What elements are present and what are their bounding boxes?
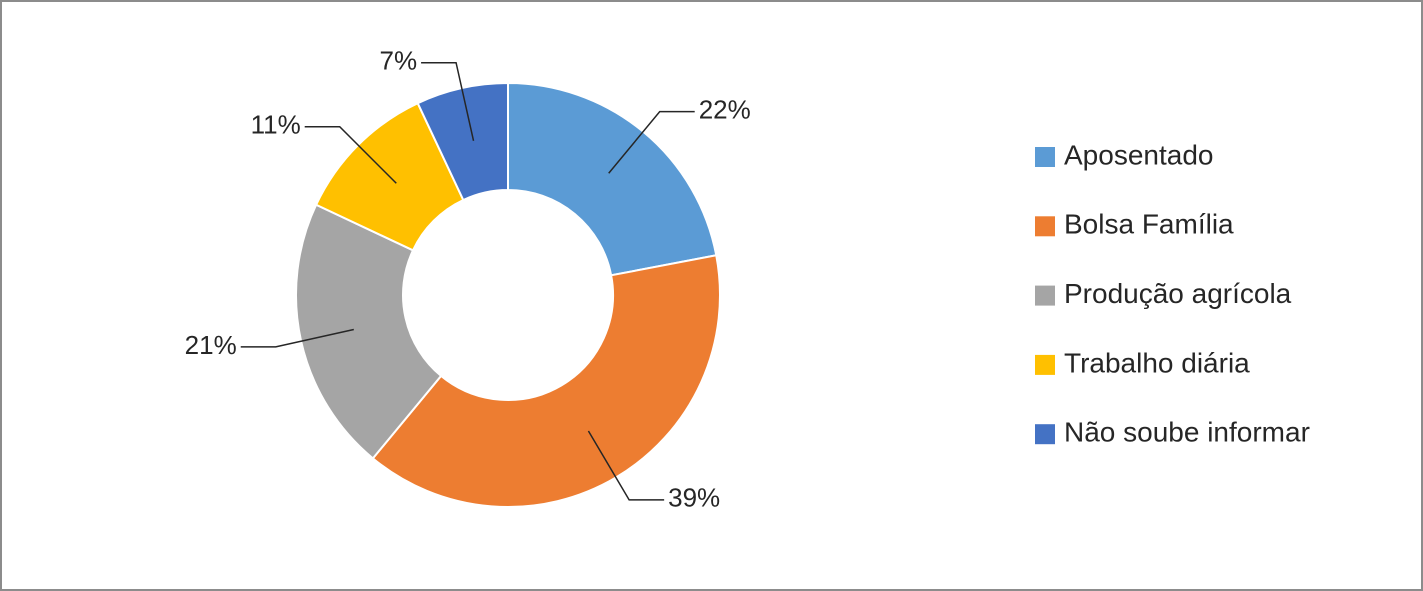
legend-swatch bbox=[1035, 147, 1055, 167]
data-label: 21% bbox=[185, 330, 237, 360]
leader-line bbox=[421, 61, 475, 141]
legend-label: Não soube informar bbox=[1064, 417, 1310, 448]
data-label: 7% bbox=[380, 46, 418, 76]
legend-label: Aposentado bbox=[1064, 139, 1213, 170]
leader-line bbox=[608, 110, 695, 174]
leader-line bbox=[304, 125, 397, 184]
donut-slice bbox=[295, 203, 443, 460]
legend-swatch bbox=[1035, 354, 1055, 375]
data-label: 39% bbox=[668, 483, 720, 513]
leader-line bbox=[587, 430, 665, 501]
legend-label: Produção agrícola bbox=[1064, 278, 1292, 309]
legend-swatch bbox=[1035, 285, 1055, 306]
legend-swatch bbox=[1035, 216, 1055, 237]
data-label: 22% bbox=[699, 94, 751, 124]
legend-swatch bbox=[1035, 424, 1055, 445]
data-label: 11% bbox=[251, 110, 301, 140]
legend-label: Bolsa Família bbox=[1064, 209, 1234, 240]
donut-slice bbox=[371, 254, 721, 508]
leader-line bbox=[240, 328, 354, 348]
donut-slice bbox=[416, 81, 509, 202]
legend-label: Trabalho diária bbox=[1064, 347, 1250, 378]
donut-slice bbox=[507, 81, 718, 277]
